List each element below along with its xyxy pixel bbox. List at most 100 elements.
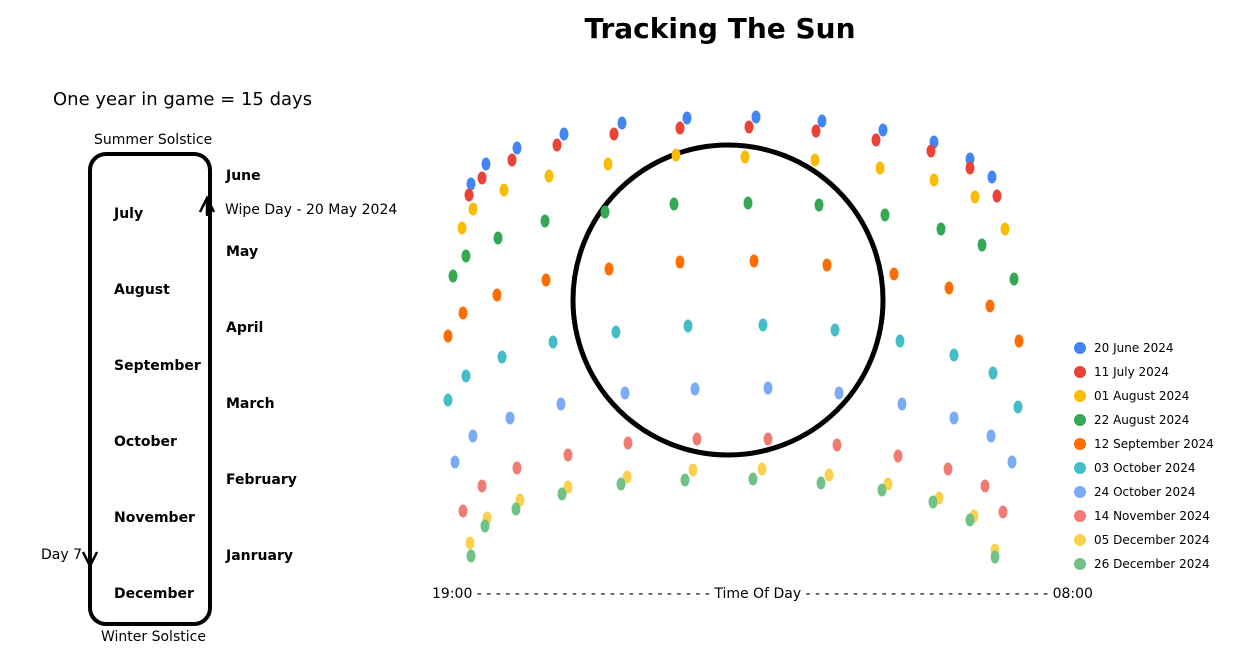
sun-point-8-7 — [824, 468, 834, 482]
sun-point-6-6 — [763, 381, 773, 395]
sun-point-6-11 — [1007, 455, 1017, 469]
sun-point-9-0 — [466, 549, 476, 563]
scatter-points — [443, 110, 1024, 564]
sun-point-0-8 — [878, 123, 888, 137]
sun-point-3-7 — [814, 198, 824, 212]
legend-label: 11 July 2024 — [1094, 365, 1170, 379]
sun-point-4-11 — [1014, 334, 1024, 348]
sun-point-3-1 — [461, 249, 471, 263]
legend-dot-icon — [1074, 558, 1086, 570]
legend-item: 14 November 2024 — [1074, 504, 1214, 528]
legend-dot-icon — [1074, 390, 1086, 402]
sun-point-9-8 — [877, 483, 887, 497]
sun-point-2-2 — [499, 183, 509, 197]
legend: 20 June 2024 11 July 2024 01 August 2024 22… — [1074, 336, 1214, 576]
legend-item: 11 July 2024 — [1074, 360, 1214, 384]
sun-point-4-9 — [944, 281, 954, 295]
sun-point-1-6 — [744, 120, 754, 134]
legend-label: 03 October 2024 — [1094, 461, 1196, 475]
sun-point-2-1 — [468, 202, 478, 216]
month-january: Janruary — [226, 548, 293, 564]
sun-point-5-4 — [611, 325, 621, 339]
sun-point-3-4 — [600, 205, 610, 219]
sun-point-1-8 — [871, 133, 881, 147]
up-arrow — [198, 195, 216, 216]
sun-point-1-5 — [675, 121, 685, 135]
sun-point-0-3 — [559, 127, 569, 141]
sun-point-0-1 — [481, 157, 491, 171]
sun-point-4-7 — [822, 258, 832, 272]
sun-point-2-8 — [875, 161, 885, 175]
legend-label: 01 August 2024 — [1094, 389, 1190, 403]
legend-item: 24 October 2024 — [1074, 480, 1214, 504]
month-november: November — [114, 510, 195, 526]
highlight-circle — [570, 142, 886, 458]
legend-item: 01 August 2024 — [1074, 384, 1214, 408]
sun-point-7-1 — [477, 479, 487, 493]
sun-point-8-5 — [688, 463, 698, 477]
month-august: August — [114, 282, 170, 298]
sun-point-4-10 — [985, 299, 995, 313]
sun-point-0-5 — [682, 111, 692, 125]
month-may: May — [226, 244, 259, 260]
legend-dot-icon — [1074, 486, 1086, 498]
month-september: September — [114, 358, 201, 374]
sun-point-5-7 — [830, 323, 840, 337]
legend-dot-icon — [1074, 342, 1086, 354]
legend-label: 26 December 2024 — [1094, 557, 1210, 571]
sun-point-2-7 — [810, 153, 820, 167]
sun-point-9-7 — [816, 476, 826, 490]
sun-point-8-0 — [465, 536, 475, 550]
sun-point-1-2 — [507, 153, 517, 167]
sun-point-2-0 — [457, 221, 467, 235]
sun-point-7-9 — [943, 462, 953, 476]
sun-point-0-7 — [817, 114, 827, 128]
sun-point-2-6 — [740, 150, 750, 164]
sun-point-9-1 — [480, 519, 490, 533]
sun-point-3-8 — [880, 208, 890, 222]
sun-point-8-4 — [622, 470, 632, 484]
sun-point-7-2 — [512, 461, 522, 475]
sun-point-3-9 — [936, 222, 946, 236]
sun-point-1-10 — [965, 161, 975, 175]
sun-point-6-2 — [505, 411, 515, 425]
sun-point-8-3 — [563, 480, 573, 494]
sun-point-1-9 — [926, 144, 936, 158]
sun-point-2-3 — [544, 169, 554, 183]
sun-point-0-10 — [965, 152, 975, 166]
sun-point-4-1 — [458, 306, 468, 320]
sun-point-4-8 — [889, 267, 899, 281]
sun-point-5-3 — [548, 335, 558, 349]
sun-point-1-3 — [552, 138, 562, 152]
sun-point-3-2 — [493, 231, 503, 245]
day7-label: Day 7 — [41, 547, 83, 563]
legend-label: 24 October 2024 — [1094, 485, 1196, 499]
month-july: July — [114, 206, 144, 222]
sun-point-5-9 — [949, 348, 959, 362]
chart-title: Tracking The Sun — [584, 12, 856, 45]
sun-point-0-0 — [466, 177, 476, 191]
sun-point-1-7 — [811, 124, 821, 138]
month-february: February — [226, 472, 297, 488]
subtitle: One year in game = 15 days — [53, 89, 313, 110]
sun-point-6-0 — [450, 455, 460, 469]
winter-solstice-label: Winter Solstice — [101, 629, 206, 645]
legend-dot-icon — [1074, 534, 1086, 546]
sun-point-7-7 — [832, 438, 842, 452]
legend-item: 20 June 2024 — [1074, 336, 1214, 360]
sun-point-7-11 — [998, 505, 1008, 519]
sun-point-5-10 — [988, 366, 998, 380]
legend-dot-icon — [1074, 510, 1086, 522]
sun-point-4-3 — [541, 273, 551, 287]
sun-point-0-11 — [987, 170, 997, 184]
sun-point-5-2 — [497, 350, 507, 364]
sun-point-2-10 — [970, 190, 980, 204]
sun-point-1-1 — [477, 171, 487, 185]
legend-item: 03 October 2024 — [1074, 456, 1214, 480]
sun-point-8-6 — [757, 462, 767, 476]
sun-point-9-11 — [990, 550, 1000, 564]
sun-point-9-3 — [557, 487, 567, 501]
sun-point-3-10 — [977, 238, 987, 252]
sun-point-2-4 — [603, 157, 613, 171]
sun-point-0-6 — [751, 110, 761, 124]
